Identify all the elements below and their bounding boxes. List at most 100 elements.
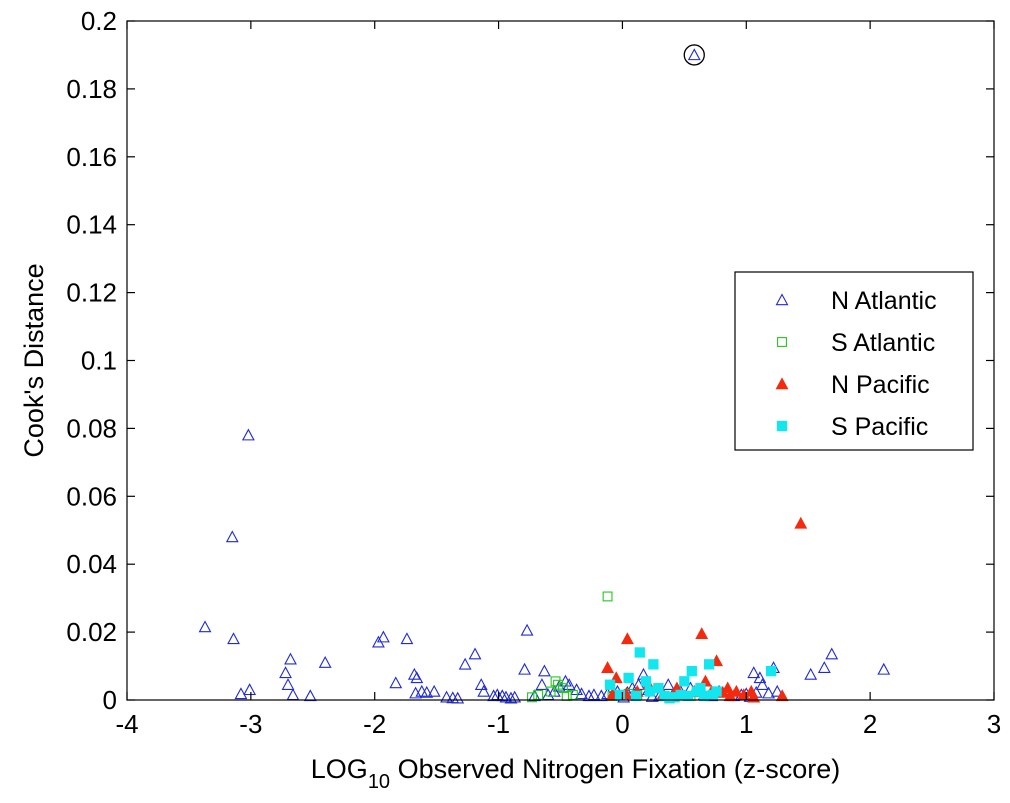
data-point-n-atlantic [518, 662, 532, 675]
data-point-n-atlantic [661, 678, 675, 690]
data-point-s-pacific [703, 659, 715, 670]
legend: N Atlantic S Atlantic N Pacific S Pacific [734, 271, 974, 451]
data-point-n-atlantic [755, 678, 769, 690]
x-tick-label: 3 [987, 709, 1001, 739]
legend-item-n-pacific: N Pacific [775, 371, 930, 399]
data-point-n-atlantic [528, 689, 541, 702]
x-tick-label: 2 [863, 709, 877, 739]
series-s-pacific [604, 647, 777, 704]
data-point-s-atlantic [533, 689, 544, 700]
data-point-n-atlantic [440, 690, 453, 703]
data-point-n-atlantic [537, 664, 551, 677]
y-tick-label: 0.12 [66, 278, 117, 308]
data-point-s-pacific [653, 682, 664, 694]
data-point-n-atlantic [535, 678, 549, 690]
data-point-n-atlantic [804, 667, 818, 680]
data-point-s-pacific [623, 672, 634, 684]
data-point-n-atlantic [400, 632, 414, 645]
data-point-s-pacific [634, 647, 645, 658]
data-point-n-atlantic [318, 655, 332, 668]
y-tick-label: 0.06 [66, 481, 117, 511]
data-point-n-atlantic [303, 689, 317, 702]
x-tick-label: -2 [363, 709, 386, 739]
legend-item-s-atlantic: S Atlantic [777, 329, 935, 357]
data-point-n-atlantic [570, 683, 584, 696]
data-point-n-atlantic [817, 661, 831, 673]
data-point-n-atlantic [198, 620, 212, 633]
legend-box [734, 271, 974, 451]
data-point-n-pacific [794, 516, 808, 529]
data-point-s-pacific [648, 659, 659, 670]
data-point-n-atlantic [877, 662, 891, 675]
data-point-n-atlantic [279, 666, 292, 679]
data-point-n-pacific [620, 632, 634, 645]
x-axis-label: LOG10 Observed Nitrogen Fixation (z-scor… [311, 754, 840, 793]
data-point-n-pacific [721, 681, 735, 694]
data-point-n-atlantic [241, 428, 255, 441]
data-point-n-atlantic [504, 691, 518, 704]
data-point-n-atlantic [508, 690, 522, 703]
data-point-s-atlantic [567, 689, 578, 700]
outlier-highlight-circle [683, 44, 705, 66]
legend-marker-n-pacific [775, 377, 789, 390]
y-tick-label: 0.04 [66, 549, 117, 579]
data-point-s-pacific [686, 665, 697, 677]
legend-item-s-pacific: S Pacific [776, 413, 928, 441]
x-axis-label-main: LOG [311, 754, 368, 784]
legend-marker-s-pacific [776, 420, 788, 432]
y-axis-label: Cook's Distance [19, 263, 49, 457]
data-point-n-atlantic [477, 684, 491, 697]
x-axis-label-subscript: 10 [368, 771, 390, 793]
y-tick-label: 0.08 [66, 413, 117, 443]
data-point-n-atlantic [234, 687, 248, 700]
data-point-s-pacific [765, 665, 777, 677]
data-point-s-pacific [711, 686, 722, 697]
data-point-n-atlantic [420, 685, 434, 698]
data-point-s-atlantic [553, 679, 563, 690]
data-point-n-atlantic [487, 689, 501, 702]
x-tick-label: -4 [115, 709, 138, 739]
data-point-n-atlantic [286, 688, 300, 701]
data-point-n-atlantic [227, 632, 240, 645]
legend-label-s-atlantic: S Atlantic [831, 329, 935, 357]
data-point-n-atlantic [410, 671, 424, 684]
x-tick-label: 1 [739, 709, 753, 739]
data-point-n-atlantic [389, 676, 403, 689]
data-point-n-atlantic [281, 678, 295, 690]
x-tick-label: 0 [615, 709, 629, 739]
data-point-s-atlantic [527, 692, 537, 703]
data-point-s-pacific [679, 676, 690, 687]
data-point-n-atlantic [687, 48, 701, 61]
data-point-n-atlantic [575, 687, 588, 700]
legend-marker-s-atlantic [777, 337, 787, 347]
y-axis: 0 0.02 0.04 0.06 0.08 0.1 0.12 0.14 0.16 0.18 0.2 [66, 6, 994, 715]
legend-marker-n-atlantic [775, 293, 789, 306]
data-point-n-atlantic [427, 684, 441, 697]
data-point-n-pacific [729, 684, 743, 697]
data-point-s-atlantic [602, 591, 613, 602]
data-point-n-atlantic [225, 530, 239, 543]
data-point-s-pacific [630, 690, 642, 702]
data-point-n-atlantic [582, 689, 596, 702]
x-axis: -4 -3 -2 -1 0 1 2 3 [115, 21, 1001, 739]
legend-label-n-pacific: N Pacific [831, 371, 930, 399]
x-tick-label: -1 [487, 709, 510, 739]
data-point-n-atlantic [376, 630, 390, 643]
data-point-n-atlantic [243, 683, 257, 696]
data-point-s-pacific [640, 676, 652, 687]
legend-label-s-pacific: S Pacific [831, 413, 928, 441]
data-point-n-atlantic [825, 647, 839, 660]
data-point-s-atlantic [545, 686, 556, 697]
data-point-s-pacific [604, 679, 616, 690]
data-point-s-pacific [614, 689, 626, 701]
data-point-s-atlantic [550, 676, 561, 687]
data-point-n-pacific [695, 627, 709, 640]
x-axis-label-rest: Observed Nitrogen Fixation (z-score) [390, 754, 840, 784]
data-point-n-atlantic [458, 657, 472, 670]
data-point-n-atlantic [753, 671, 767, 684]
y-tick-label: 0.02 [66, 617, 117, 647]
plot-marks [198, 44, 891, 704]
y-tick-label: 0.16 [66, 142, 117, 172]
data-point-n-atlantic [520, 623, 534, 636]
